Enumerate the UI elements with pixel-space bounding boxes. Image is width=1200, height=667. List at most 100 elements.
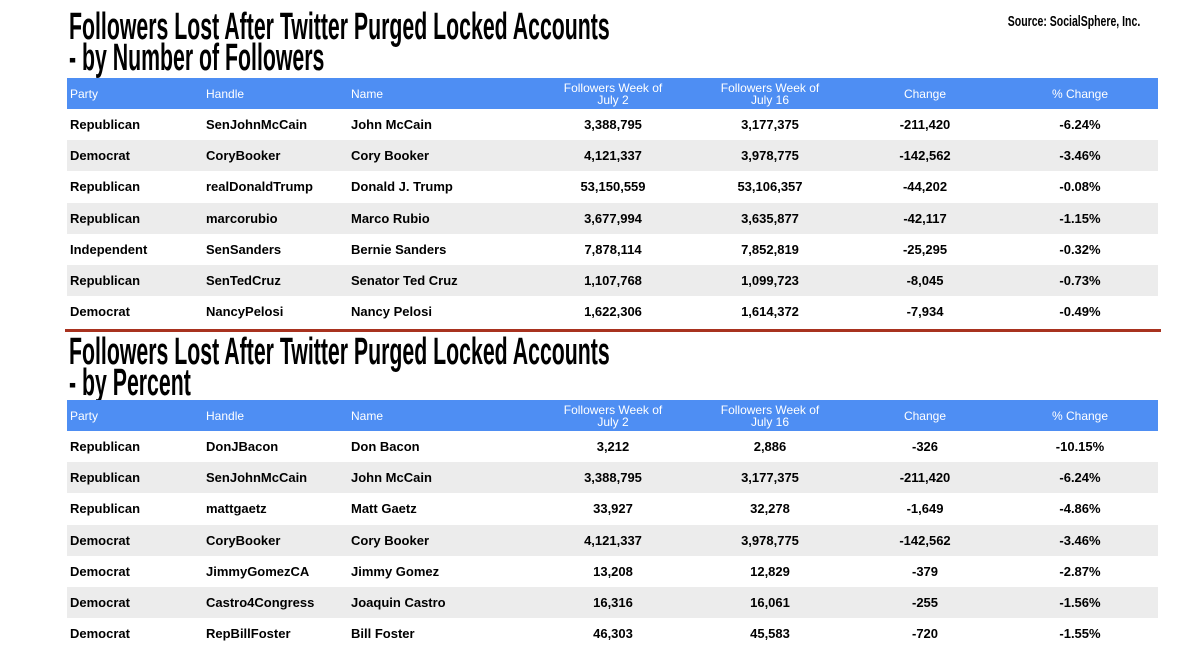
table-cell: 12,829	[750, 563, 790, 579]
table-cell: Senator Ted Cruz	[351, 273, 458, 288]
table-cell: JimmyGomezCA	[206, 563, 310, 579]
table-cell: -3.46%	[1059, 532, 1101, 548]
table-cell: 3,177,375	[741, 470, 799, 486]
table-title: Followers Lost After Twitter Purged Lock…	[69, 331, 610, 373]
table-cell: -142,562	[899, 148, 951, 164]
table-cell: 1,099,723	[741, 273, 799, 288]
table-cell: -142,562	[899, 532, 951, 548]
table-cell: Republican	[70, 179, 141, 195]
table-cell: -7,934	[906, 304, 944, 320]
column-header: Handle	[206, 78, 244, 109]
table-cell: Independent	[70, 241, 148, 257]
table-cell: CoryBooker	[206, 532, 281, 548]
column-header-text: Party	[70, 86, 99, 101]
table-cell: 53,150,559	[580, 179, 646, 195]
table-cell: -10.15%	[1055, 439, 1105, 454]
column-header-text: Change	[903, 86, 947, 101]
table-cell: -44,202	[902, 179, 948, 195]
table-cell: Don Bacon	[351, 439, 420, 454]
table-row	[67, 587, 1158, 618]
table-cell: SenJohnMcCain	[206, 117, 308, 132]
table-cell: Joaquin Castro	[351, 595, 446, 610]
table-cell: -0.49%	[1059, 304, 1101, 320]
table-cell: -6.24%	[1059, 470, 1101, 486]
table-cell: -720	[911, 626, 939, 642]
table-cell: -1.56%	[1059, 595, 1101, 610]
table-cell: Donald J. Trump	[351, 179, 453, 195]
table-cell: -0.08%	[1059, 179, 1101, 195]
table-cell: SenTedCruz	[206, 273, 281, 288]
column-header: Party	[70, 400, 98, 431]
table-cell: CoryBooker	[206, 148, 281, 164]
table-cell: realDonaldTrump	[206, 179, 313, 195]
column-header-text: Change	[903, 408, 947, 423]
table-row	[67, 202, 1158, 234]
header-bar	[67, 78, 1158, 109]
table-cell: 16,316	[593, 595, 633, 610]
table-cell: 4,121,337	[584, 148, 642, 164]
table-cell: 7,852,819	[741, 241, 799, 257]
table-cell: 2,886	[753, 439, 787, 454]
column-header: % Change	[1020, 400, 1140, 431]
table-cell: DonJBacon	[206, 439, 279, 454]
column-header-text: Followers Week of July 16	[720, 80, 820, 107]
table-cell: -25,295	[902, 241, 948, 257]
table-row	[67, 265, 1158, 296]
table-cell: 3,177,375	[741, 117, 799, 132]
table-row	[67, 296, 1158, 328]
table-row	[67, 431, 1158, 462]
table-cell: SenSanders	[206, 241, 282, 257]
table-cell: Nancy Pelosi	[351, 304, 432, 320]
table-cell: 1,107,768	[584, 273, 642, 288]
column-header-text: Name	[351, 86, 384, 101]
column-header-text: % Change	[1051, 86, 1109, 101]
table-cell: 53,106,357	[737, 179, 803, 195]
table-cell: 13,208	[593, 563, 633, 579]
column-header: Party	[70, 78, 98, 109]
table-cell: Republican	[70, 273, 141, 288]
table-cell: 7,878,114	[584, 241, 642, 257]
table-cell: Castro4Congress	[206, 595, 315, 610]
table-cell: 3,388,795	[584, 470, 642, 486]
table-row	[67, 493, 1158, 525]
table-cell: RepBillFoster	[206, 626, 291, 642]
table-title: Followers Lost After Twitter Purged Lock…	[69, 6, 610, 48]
table-row	[67, 462, 1158, 494]
table-cell: 3,212	[596, 439, 630, 454]
table-cell: Jimmy Gomez	[351, 563, 440, 579]
table-cell: -326	[911, 439, 939, 454]
column-header-text: Handle	[206, 86, 245, 101]
table-row	[67, 524, 1158, 556]
column-header: Name	[351, 400, 383, 431]
column-header-text: Followers Week of July 16	[720, 402, 820, 429]
table-row	[67, 555, 1158, 587]
table-cell: 33,927	[593, 501, 633, 517]
table-cell: 1,622,306	[584, 304, 642, 320]
table-cell: 3,978,775	[741, 148, 799, 164]
column-header: Followers Week of July 2	[553, 78, 673, 109]
table-row	[67, 109, 1158, 140]
table-cell: -2.87%	[1059, 563, 1101, 579]
table-title: - by Percent	[69, 362, 191, 404]
table-cell: John McCain	[351, 117, 432, 132]
table-row	[67, 140, 1158, 172]
column-header-text: Followers Week of July 2	[563, 80, 663, 107]
table-cell: Matt Gaetz	[351, 501, 417, 517]
table-title: - by Number of Followers	[69, 37, 325, 79]
table-cell: -255	[911, 595, 939, 610]
column-header-text: Party	[70, 408, 99, 423]
table-cell: Republican	[70, 210, 141, 226]
table-cell: Bernie Sanders	[351, 241, 447, 257]
table-cell: Bill Foster	[351, 626, 415, 642]
table-cell: Marco Rubio	[351, 210, 430, 226]
table-cell: marcorubio	[206, 210, 278, 226]
table-cell: Cory Booker	[351, 532, 430, 548]
table-cell: 46,303	[593, 626, 633, 642]
table-cell: -379	[911, 563, 939, 579]
table-cell: 45,583	[750, 626, 790, 642]
column-header: Handle	[206, 400, 244, 431]
column-header: % Change	[1020, 78, 1140, 109]
column-header: Change	[865, 78, 985, 109]
column-header-text: Name	[351, 408, 384, 423]
table-cell: 32,278	[750, 501, 790, 517]
